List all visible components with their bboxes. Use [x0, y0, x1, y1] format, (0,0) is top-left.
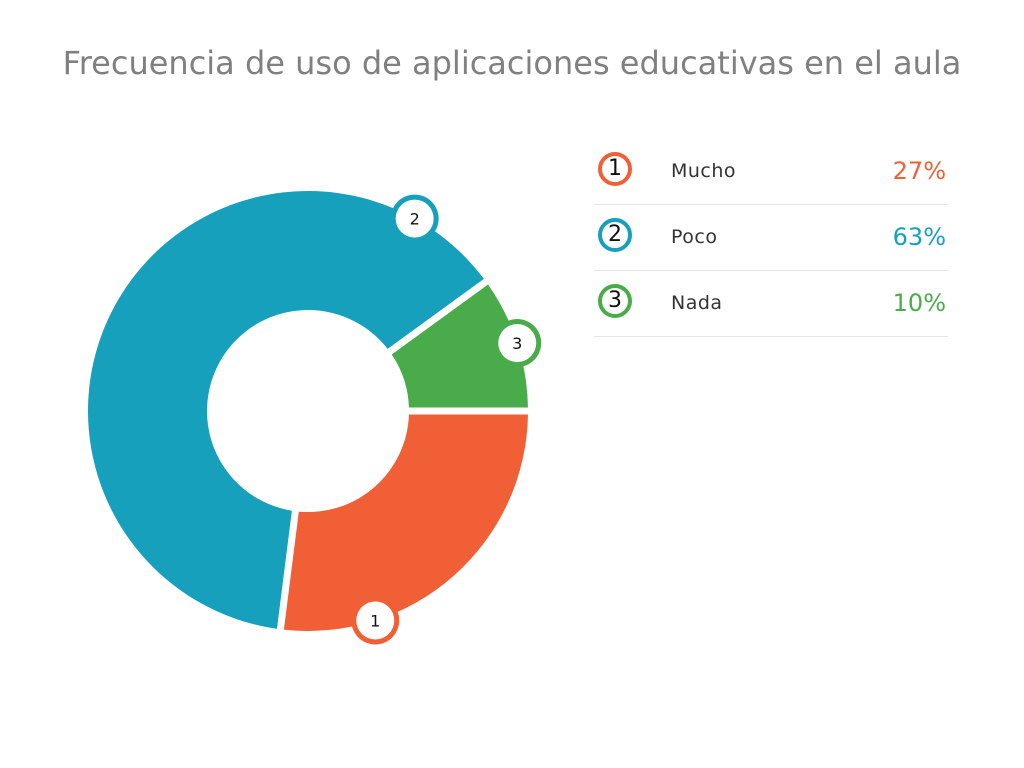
slice-number-badge: 3 — [493, 319, 542, 368]
legend-item-nada: 3 Nada 10% — [594, 271, 948, 337]
chart-title: Frecuencia de uso de aplicaciones educat… — [62, 44, 962, 82]
legend-value: 63% — [892, 223, 946, 251]
legend-item-poco: 2 Poco 63% — [594, 205, 948, 271]
slice-number-label: 3 — [512, 334, 522, 353]
slice-number-badge: 1 — [351, 596, 400, 645]
legend-number-badge: 2 — [598, 218, 632, 252]
legend-number-badge: 1 — [598, 152, 632, 186]
slice-number-label: 2 — [410, 210, 420, 229]
legend-label: Nada — [671, 292, 723, 314]
slice-number-label: 1 — [370, 611, 380, 630]
donut-slice-poco — [87, 190, 484, 629]
legend-label: Poco — [671, 226, 718, 248]
donut-slice-mucho — [283, 414, 528, 631]
legend-value: 27% — [892, 157, 946, 185]
legend: 1 Mucho 27% 2 Poco 63% 3 Nada 10% — [594, 139, 948, 337]
legend-label: Mucho — [671, 160, 737, 182]
legend-value: 10% — [892, 289, 946, 317]
donut-slice-nada — [391, 284, 528, 408]
legend-item-mucho: 1 Mucho 27% — [594, 139, 948, 205]
slice-number-badge: 2 — [390, 194, 439, 243]
legend-number-badge: 3 — [598, 284, 632, 318]
